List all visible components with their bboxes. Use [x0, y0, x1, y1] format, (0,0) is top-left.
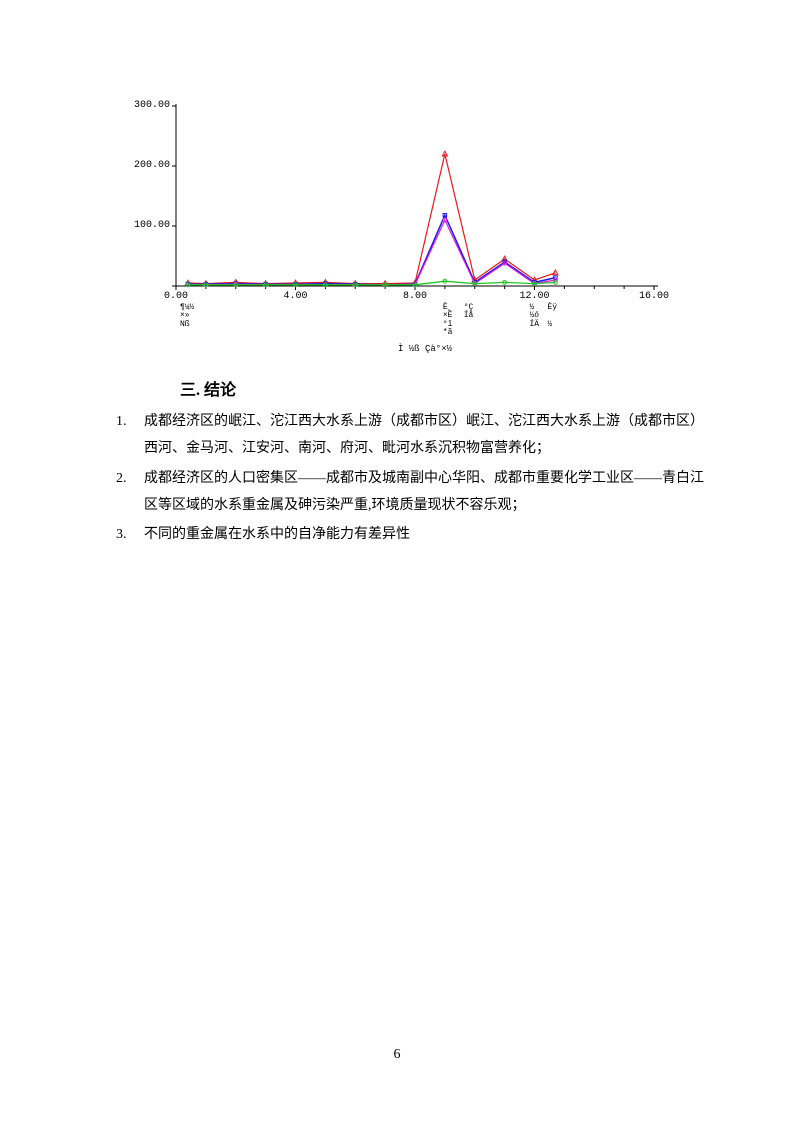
line-chart: 100.00200.00300.000.004.008.0012.0016.00…	[110, 100, 670, 360]
page-number: 6	[0, 1047, 794, 1063]
list-item: 1.成都经济区的岷江、沱江西大水系上游（成都市区）岷江、沱江西大水系上游（成都市…	[116, 408, 704, 463]
list-item-number: 2.	[116, 465, 144, 520]
list-item: 2.成都经济区的人口密集区——成都市及城南副中心华阳、成都市重要化学工业区——青…	[116, 465, 704, 520]
list-item-text: 成都经济区的岷江、沱江西大水系上游（成都市区）岷江、沱江西大水系上游（成都市区）…	[144, 408, 704, 463]
list-item-text: 成都经济区的人口密集区——成都市及城南副中心华阳、成都市重要化学工业区——青白江…	[144, 465, 704, 520]
list-item-text: 不同的重金属在水系中的自净能力有差异性	[144, 521, 704, 548]
chart-container: 100.00200.00300.000.004.008.0012.0016.00…	[110, 100, 704, 360]
list-item: 3. 不同的重金属在水系中的自净能力有差异性	[116, 521, 704, 548]
conclusion-list: 1.成都经济区的岷江、沱江西大水系上游（成都市区）岷江、沱江西大水系上游（成都市…	[90, 408, 704, 548]
list-item-number: 3.	[116, 521, 144, 548]
section-heading: 三. 结论	[180, 376, 704, 400]
list-item-number: 1.	[116, 408, 144, 463]
